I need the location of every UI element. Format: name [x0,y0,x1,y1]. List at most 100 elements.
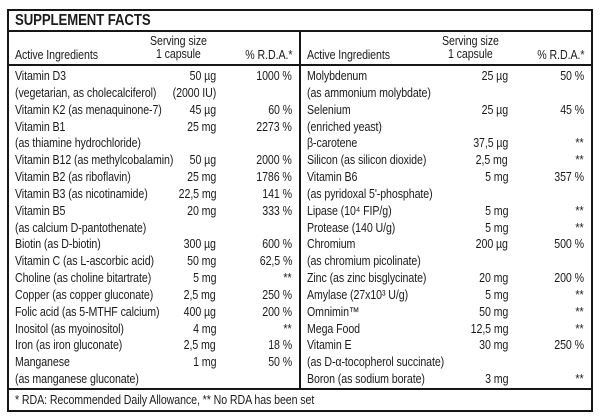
table-columns: Active Ingredients Serving size 1 capsule… [9,32,591,388]
col-header-rda: % R.D.A.* [244,47,292,62]
ingredient-row: Vitamin B2 (as riboflavin) 25 mg 1786 % [9,169,299,186]
ingredient-name: Vitamin D3 [15,68,66,83]
ingredient-rda: ** [575,287,584,302]
ingredient-row: Lipase (10⁴ FIP/g) 5 mg ** [301,203,591,220]
ingredient-amount: 1 mg [192,355,216,370]
ingredient-name: (as pyridoxal 5'-phosphate) [307,186,433,201]
ingredient-name: Iron (as iron gluconate) [15,338,123,353]
ingredient-amount: 5 mg [192,271,216,286]
ingredient-row: Amylase (27x10³ U/g) 5 mg ** [301,287,591,304]
ingredient-row: (as D-α-tocopherol succinate) [301,354,591,371]
ingredient-name: (as calcium D-pantothenate) [15,220,147,235]
ingredient-row: Vitamin K2 (as menaquinone-7) 45 µg 60 % [9,102,299,119]
table-title-text: SUPPLEMENT FACTS [15,11,151,29]
ingredient-rda: 141 % [262,186,292,201]
ingredient-row: (as thiamine hydrochloride) [9,135,299,152]
ingredient-row: Boron (as sodium borate) 3 mg ** [301,371,591,388]
ingredient-name: Selenium [307,102,351,117]
ingredient-amount: 2,5 mg [184,287,216,302]
ingredient-list-left: Vitamin D3 50 µg 1000 % (vegetarian, as ch… [9,66,299,388]
ingredient-amount [140,371,216,388]
ingredient-name: (as ammonium molybdate) [307,85,431,100]
ingredient-name: Boron (as sodium borate) [307,372,425,387]
ingredient-row: (vegetarian, as cholecalciferol) (2000 IU… [9,85,299,102]
ingredient-name: Amylase (27x10³ U/g) [307,287,409,302]
col-header-rda: % R.D.A.* [536,47,584,62]
ingredient-amount: 50 µg [189,153,216,168]
ingredient-amount: 2,5 mg [184,338,216,353]
ingredient-name: Vitamin C (as L-ascorbic acid) [15,254,154,269]
ingredient-name: (as chromium picolinate) [307,254,421,269]
ingredient-amount [140,135,216,152]
ingredient-rda: 250 % [554,338,584,353]
rda-footnote-text: * RDA: Recommended Daily Allowance, ** N… [15,393,315,407]
ingredient-amount [432,85,508,102]
ingredient-row: Vitamin D3 50 µg 1000 % [9,68,299,85]
ingredient-row: Vitamin E 30 mg 250 % [301,337,591,354]
ingredient-amount [432,119,508,136]
ingredient-row: (as ammonium molybdate) [301,85,591,102]
ingredient-name: Silicon (as silicon dioxide) [307,153,427,168]
ingredient-name: Folic acid (as 5-MTHF calcium) [15,304,160,319]
ingredient-name: Choline (as choline bitartrate) [15,271,152,286]
ingredient-rda: 1786 % [256,170,292,185]
ingredient-name: Vitamin B1 [15,119,66,134]
ingredient-rda [216,371,299,388]
ingredient-row: Choline (as choline bitartrate) 5 mg ** [9,270,299,287]
ingredient-row: Molybdenum 25 µg 50 % [301,68,591,85]
ingredient-amount: 300 µg [183,237,216,252]
ingredient-row: Vitamin C (as L-ascorbic acid) 50 mg 62,5 … [9,253,299,270]
ingredient-name: (as manganese gluconate) [15,372,139,387]
ingredient-row: (as pyridoxal 5'-phosphate) [301,186,591,203]
col-header-ingredients: Active Ingredients [15,47,98,62]
ingredient-row: Chromium 200 µg 500 % [301,236,591,253]
ingredient-rda: ** [575,372,584,387]
ingredient-amount: 30 mg [478,338,508,353]
ingredient-name: Chromium [307,237,356,252]
ingredient-amount: 50 µg [189,68,216,83]
ingredients-group-right: Active Ingredients Serving size 1 capsule… [301,32,591,388]
ingredient-rda: 600 % [262,237,292,252]
ingredient-amount: 22,5 mg [178,186,216,201]
ingredient-rda [508,186,591,203]
ingredient-rda: ** [575,136,584,151]
ingredient-name: Biotin (as D-biotin) [15,237,101,252]
ingredient-rda: ** [575,220,584,235]
ingredient-rda: 1000 % [256,68,292,83]
ingredient-row: Protease (140 U/g) 5 mg ** [301,220,591,237]
ingredient-list-right: Molybdenum 25 µg 50 % (as ammonium molybda… [301,66,591,388]
ingredient-amount [432,253,508,270]
ingredient-amount: 2,5 mg [476,153,508,168]
ingredient-row: (as chromium picolinate) [301,253,591,270]
ingredient-name: (as thiamine hydrochloride) [15,136,141,151]
ingredient-row: (as manganese gluconate) [9,371,299,388]
ingredient-rda: 250 % [262,287,292,302]
ingredient-rda: 45 % [560,102,584,117]
ingredient-rda [216,85,299,102]
ingredient-rda [508,85,591,102]
ingredient-rda: ** [575,203,584,218]
ingredient-rda: 2273 % [256,119,292,134]
ingredient-rda: 18 % [268,338,292,353]
ingredient-amount: 45 µg [189,102,216,117]
ingredient-name: β-carotene [307,136,358,151]
ingredient-row: Inositol (as myoinositol) 4 mg ** [9,321,299,338]
ingredient-rda [508,253,591,270]
ingredient-amount: 25 mg [186,170,216,185]
ingredient-rda: 50 % [268,355,292,370]
ingredient-row: Iron (as iron gluconate) 2,5 mg 18 % [9,337,299,354]
ingredients-group-left: Active Ingredients Serving size 1 capsule… [9,32,301,388]
col-header-serving-size: Serving size 1 capsule [441,33,499,62]
ingredient-rda: 50 % [560,68,584,83]
ingredient-amount: 5 mg [484,203,508,218]
ingredient-rda: 200 % [554,271,584,286]
ingredient-amount: 5 mg [484,170,508,185]
ingredient-name: Inositol (as myoinositol) [15,321,124,336]
table-title: SUPPLEMENT FACTS [9,11,591,32]
ingredient-amount: 3 mg [484,372,508,387]
column-header-row-left: Active Ingredients Serving size 1 capsule… [9,32,299,66]
ingredient-name: Protease (140 U/g) [307,220,396,235]
ingredient-rda [216,135,299,152]
ingredient-rda: 200 % [262,304,292,319]
ingredient-name: Vitamin E [307,338,352,353]
